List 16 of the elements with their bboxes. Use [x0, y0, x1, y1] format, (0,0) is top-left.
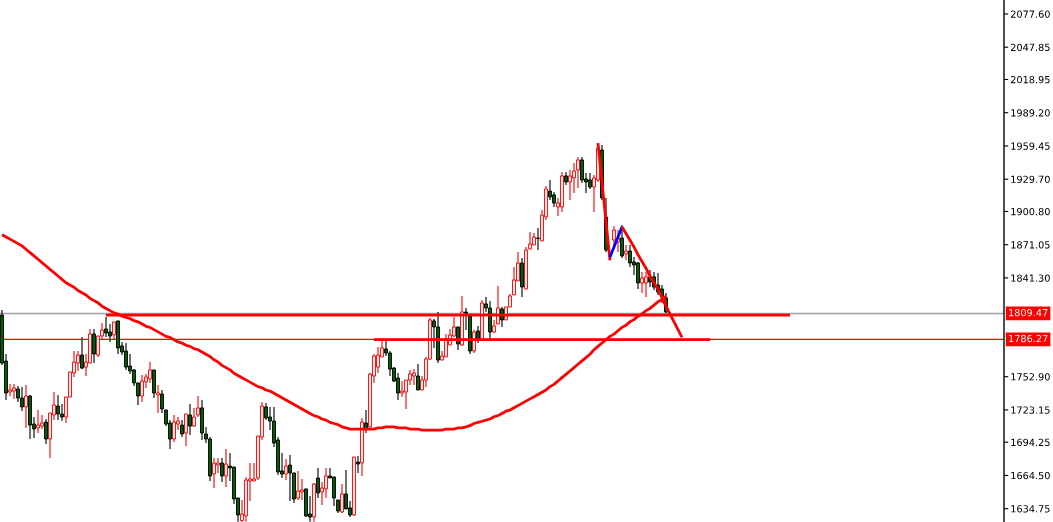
y-tick-label: 1664.50: [1011, 471, 1050, 480]
y-tick-label: 1752.90: [1011, 373, 1050, 381]
y-tick-label: 1634.75: [1011, 505, 1050, 513]
y-tick-label: 1871.05: [1011, 241, 1050, 249]
y-tick-label: 1900.80: [1011, 207, 1050, 216]
ref-line-label: 1786.27: [1009, 334, 1048, 343]
y-tick-label: 1959.45: [1011, 142, 1050, 150]
ref-line-label: 1809.47: [1009, 308, 1048, 317]
y-tick-label: 2018.95: [1010, 75, 1050, 84]
y-tick-label: 1989.20: [1011, 109, 1050, 117]
y-tick-label: 1694.25: [1011, 438, 1050, 447]
y-tick-label: 1723.15: [1011, 406, 1050, 414]
y-tick-label: 2077.60: [1010, 10, 1050, 18]
y-tick-label: 2047.85: [1010, 43, 1050, 52]
y-tick-label: 1841.30: [1011, 274, 1050, 282]
y-tick-label: 1929.70: [1011, 175, 1050, 184]
